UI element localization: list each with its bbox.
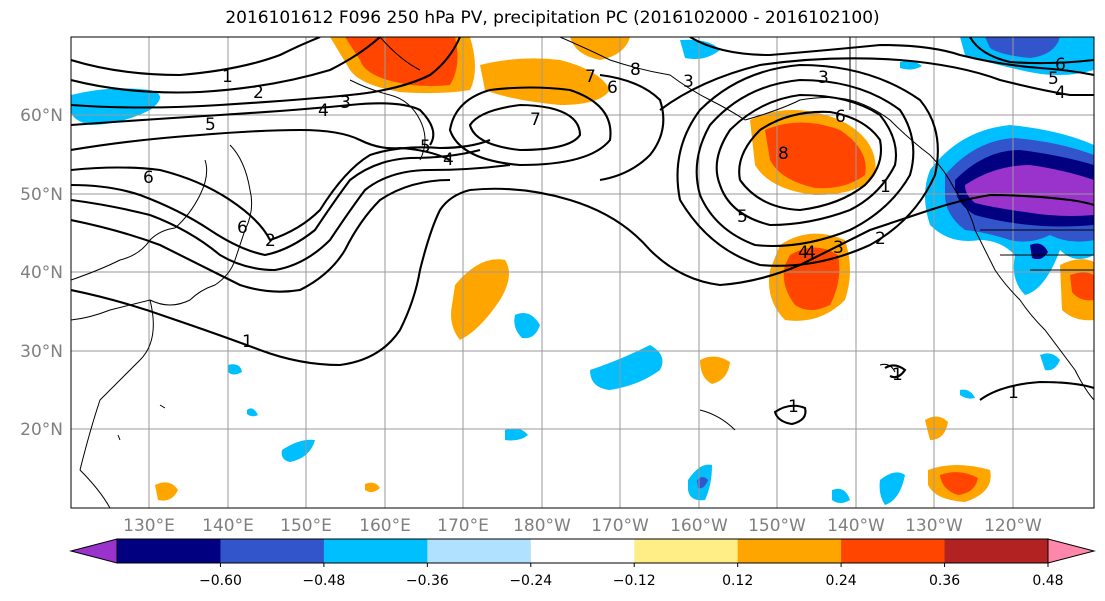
contour-label: 6 <box>607 78 618 98</box>
contour-label: 3 <box>340 93 351 113</box>
contour-label: 1 <box>1008 383 1019 403</box>
lon-label: 140°E <box>202 516 254 536</box>
lat-label: 50°N <box>20 185 63 205</box>
colorbar-tick-label: 0.12 <box>722 573 753 589</box>
contour-label: 7 <box>585 67 596 87</box>
contour-label: 3 <box>833 238 844 258</box>
contour-label: 4 <box>798 243 809 263</box>
contour-label: 2 <box>265 231 276 251</box>
contour-label: 8 <box>630 60 641 80</box>
contour-label: 5 <box>205 115 216 135</box>
lat-label: 40°N <box>20 263 63 283</box>
colorbar-tick-label: −0.24 <box>509 573 552 589</box>
contour-label: 5 <box>737 207 748 227</box>
map-title: 2016101612 F096 250 hPa PV, precipitatio… <box>225 8 880 28</box>
contour-label: 7 <box>530 110 541 130</box>
colorbar-swatch <box>530 539 635 563</box>
colorbar-swatch <box>944 539 1049 563</box>
contour-label: 3 <box>818 68 829 88</box>
lon-label: 150°W <box>748 516 806 536</box>
colorbar-swatch <box>634 539 739 563</box>
contour-label: 2 <box>875 229 886 249</box>
colorbar-swatch <box>220 539 325 563</box>
graticule <box>71 37 1094 508</box>
contour-label: 4 <box>1055 83 1066 103</box>
contour-label: 1 <box>880 177 891 197</box>
colorbar-tick-label: −0.48 <box>302 573 345 589</box>
precipitation-shading <box>71 37 1094 505</box>
colorbar-tick-label: 0.48 <box>1032 573 1063 589</box>
lat-label: 60°N <box>20 106 63 126</box>
lon-label: 180°W <box>513 516 571 536</box>
contour-label: 4 <box>443 150 454 170</box>
lon-label: 150°E <box>280 516 332 536</box>
map-frame <box>70 36 1095 509</box>
lon-label: 170°E <box>437 516 489 536</box>
colorbar-swatch <box>323 539 428 563</box>
pv-contours <box>71 37 1094 426</box>
lon-label: 130°W <box>905 516 963 536</box>
contour-label: 1 <box>788 397 799 417</box>
contour-label: 1 <box>222 67 233 87</box>
longitude-labels: 130°E 140°E 150°E 160°E 170°E 180°W 170°… <box>123 516 1042 536</box>
lon-label: 120°W <box>984 516 1042 536</box>
contour-label: 1 <box>242 332 253 352</box>
colorbar-outline <box>116 538 1049 564</box>
colorbar-extend-min <box>69 538 118 564</box>
contour-label: 4 <box>318 101 329 121</box>
colorbar-swatch <box>737 539 842 563</box>
lon-label: 170°W <box>591 516 649 536</box>
colorbar-swatch <box>841 539 946 563</box>
colorbar-tick-label: −0.12 <box>613 573 656 589</box>
contour-label: 6 <box>143 168 154 188</box>
colorbar-extend-max <box>1047 538 1096 564</box>
lat-label: 20°N <box>20 420 63 440</box>
colorbar-tick-label: 0.36 <box>929 573 960 589</box>
contour-label: 3 <box>683 72 694 92</box>
contour-label: 5 <box>420 137 431 157</box>
lon-label: 130°E <box>123 516 175 536</box>
colorbar-swatch <box>427 539 532 563</box>
contour-label-group: 1 2 3 4 5 6 7 8 7 6 5 4 3 8 6 5 4 3 2 1 … <box>143 55 1066 417</box>
lon-label: 140°W <box>827 516 885 536</box>
contour-label: 5 <box>1048 69 1059 89</box>
lat-label: 30°N <box>20 342 63 362</box>
colorbar-tick-label: −0.36 <box>406 573 449 589</box>
colorbar-tick-label: 0.24 <box>826 573 857 589</box>
contour-label: 6 <box>835 107 846 127</box>
colorbar-swatch <box>117 539 221 563</box>
lon-label: 160°W <box>670 516 728 536</box>
contour-label: 8 <box>778 144 789 164</box>
colorbar-tick-label: −0.60 <box>199 573 242 589</box>
contour-label: 6 <box>237 218 248 238</box>
contour-label: 2 <box>253 83 264 103</box>
contour-label: 1 <box>892 365 903 385</box>
latitude-labels: 60°N 50°N 40°N 30°N 20°N <box>20 106 63 440</box>
lon-label: 160°E <box>359 516 411 536</box>
contour-label: 4 <box>805 243 816 263</box>
colorbar: −0.60 −0.48 −0.36 −0.24 −0.12 0.12 0.24 0.36 0.4… <box>69 538 1096 589</box>
contour-label: 6 <box>1055 55 1066 75</box>
